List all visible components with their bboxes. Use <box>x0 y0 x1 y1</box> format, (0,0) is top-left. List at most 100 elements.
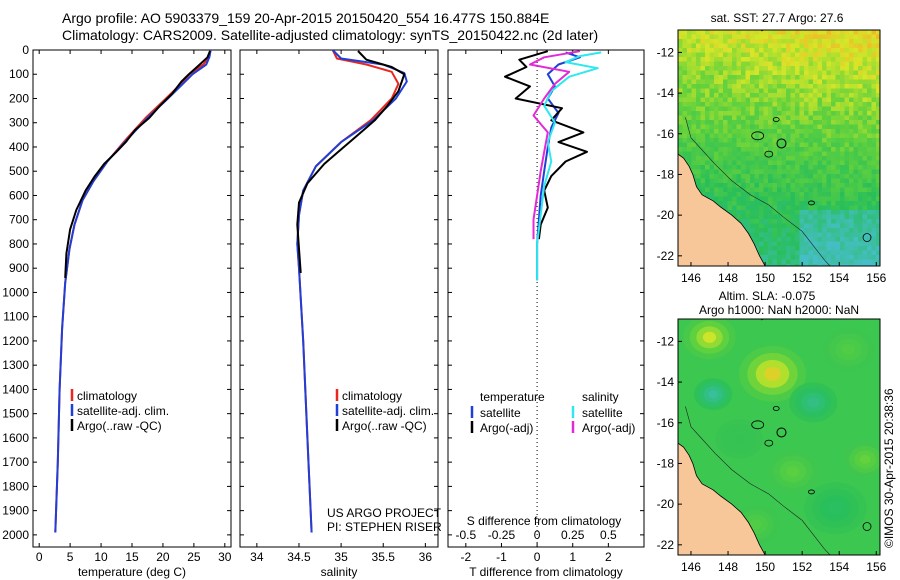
map-cell <box>700 219 706 224</box>
map-cell <box>849 147 854 152</box>
map-cell <box>718 70 724 76</box>
map-cell <box>777 165 782 170</box>
map-cell <box>687 205 692 211</box>
map-cell <box>862 129 868 134</box>
map-cell <box>732 34 737 40</box>
map-cell <box>768 88 773 94</box>
map-cell <box>772 57 778 62</box>
map-cell <box>858 196 863 202</box>
map-cell <box>781 111 787 116</box>
map-cell <box>727 160 733 166</box>
map-cell <box>871 138 877 143</box>
map-cell <box>768 142 773 148</box>
map-cell <box>795 66 800 71</box>
map-cell <box>718 115 724 121</box>
map-cell <box>790 259 796 265</box>
map-cell <box>786 48 791 53</box>
map-cell <box>777 210 782 215</box>
map-cell <box>867 30 872 35</box>
map-cell <box>741 79 746 85</box>
xtick-label: 35.5 <box>372 550 396 564</box>
map-cell <box>768 30 773 35</box>
map-cell <box>853 196 859 202</box>
map-cell <box>714 93 719 98</box>
map-cell <box>696 133 701 139</box>
map-cell <box>858 30 863 35</box>
map-cell <box>709 210 715 215</box>
map-cell <box>790 57 796 62</box>
map-cell <box>862 201 868 206</box>
map-cell <box>714 84 719 89</box>
map-cell <box>682 70 688 76</box>
map-cell <box>736 75 742 80</box>
map-cell <box>709 228 715 233</box>
shelf-contour <box>685 406 831 555</box>
map-cell <box>822 111 827 116</box>
map-cell <box>840 196 845 202</box>
map-cell <box>813 102 818 107</box>
map-cell <box>682 214 688 220</box>
map-cell <box>831 111 836 116</box>
map-cell <box>741 156 746 161</box>
map-cell <box>691 250 697 256</box>
map-cell <box>723 228 728 233</box>
map-cell <box>700 174 706 179</box>
map-cell <box>718 201 724 206</box>
map-cell <box>732 205 737 211</box>
map-cell <box>750 156 755 161</box>
map-cell <box>687 147 692 152</box>
map-cell <box>772 196 778 202</box>
map-cell <box>862 70 868 76</box>
map-cell <box>799 241 805 247</box>
map-cell <box>763 124 769 130</box>
map-cell <box>718 259 724 265</box>
map-cell <box>817 232 823 238</box>
map-cell <box>745 246 751 251</box>
reef-outline <box>862 522 872 531</box>
map-cell <box>786 52 791 58</box>
map-cell <box>849 93 854 98</box>
map-cell <box>835 183 841 188</box>
map-cell <box>853 124 859 130</box>
map-cell <box>705 259 710 265</box>
map-cell <box>759 250 764 256</box>
map-cell <box>759 210 764 215</box>
map-cell <box>718 219 724 224</box>
map-cell <box>876 133 880 139</box>
map-cell <box>777 70 782 76</box>
map-cell <box>705 210 710 215</box>
map-cell <box>858 219 863 224</box>
map-cell <box>790 160 796 166</box>
map-cell <box>772 192 778 197</box>
map-cell <box>822 160 827 166</box>
map-cell <box>876 169 880 175</box>
coastline-north <box>761 30 765 32</box>
map-cell <box>817 84 823 89</box>
map-cell <box>871 70 877 76</box>
map-cell <box>763 259 769 265</box>
map-cell <box>876 48 880 53</box>
map-cell <box>777 129 782 134</box>
map-cell <box>826 120 832 125</box>
map-cell <box>835 174 841 179</box>
map-cell <box>817 241 823 247</box>
map-cell <box>858 138 863 143</box>
map-cell <box>826 223 832 229</box>
map-cell <box>750 115 755 121</box>
map-cell <box>709 79 715 85</box>
map-cell <box>691 246 697 251</box>
map-cell <box>795 79 800 85</box>
map-cell <box>768 183 773 188</box>
map-cell <box>808 246 814 251</box>
reef-outline <box>751 131 765 141</box>
map-cell <box>813 210 818 215</box>
map-cell <box>682 75 688 80</box>
map-cell <box>691 210 697 215</box>
map-cell <box>745 151 751 157</box>
map-cell <box>772 129 778 134</box>
map-cell <box>826 138 832 143</box>
map-cell <box>700 246 706 251</box>
map-cell <box>723 246 728 251</box>
map-cell <box>696 57 701 62</box>
map-cell <box>705 246 710 251</box>
